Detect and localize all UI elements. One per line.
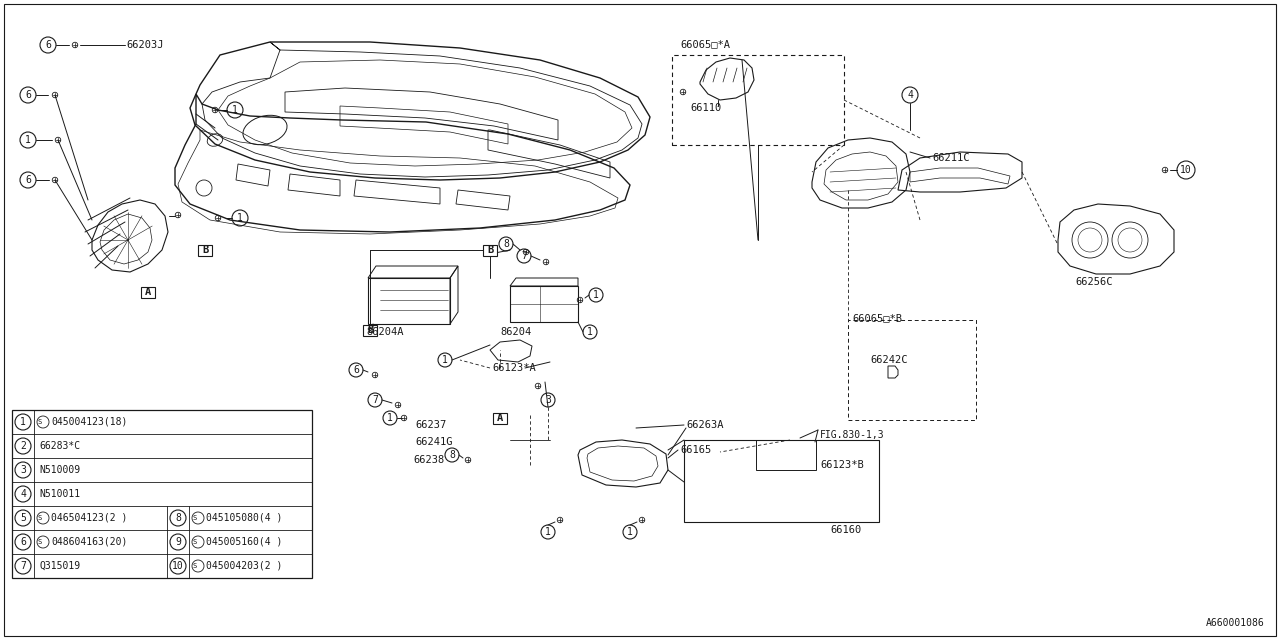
Text: 1: 1: [588, 327, 593, 337]
Text: 6: 6: [26, 90, 31, 100]
Text: 1: 1: [237, 213, 243, 223]
Text: S: S: [38, 539, 42, 545]
Bar: [684, 440, 879, 522]
Text: 4: 4: [908, 90, 913, 100]
Text: A660001086: A660001086: [1206, 618, 1265, 628]
Text: 6: 6: [20, 537, 26, 547]
Text: 66211C: 66211C: [932, 153, 969, 163]
Text: 4: 4: [20, 489, 26, 499]
Text: 6: 6: [353, 365, 358, 375]
Text: N510009: N510009: [38, 465, 81, 475]
Text: 86204A: 86204A: [366, 327, 403, 337]
Text: 1: 1: [20, 417, 26, 427]
Text: 7: 7: [20, 561, 26, 571]
Text: 66160: 66160: [829, 525, 861, 535]
Text: S: S: [193, 515, 197, 521]
Text: 8: 8: [449, 450, 454, 460]
Text: 5: 5: [20, 513, 26, 523]
Text: 1: 1: [593, 290, 599, 300]
Text: 9: 9: [175, 537, 180, 547]
Bar: [141, 287, 155, 298]
Text: S: S: [38, 515, 42, 521]
Text: 1: 1: [442, 355, 448, 365]
Text: 66237: 66237: [415, 420, 447, 430]
Bar: [369, 278, 451, 324]
Text: 045004203(2 ): 045004203(2 ): [206, 561, 283, 571]
Text: FIG.830-1,3: FIG.830-1,3: [820, 430, 884, 440]
Text: 8: 8: [503, 239, 509, 249]
Text: 66283*C: 66283*C: [38, 441, 81, 451]
Text: 1: 1: [387, 413, 393, 423]
Bar: [509, 286, 579, 322]
Text: 045005160(4 ): 045005160(4 ): [206, 537, 283, 547]
Text: S: S: [38, 419, 42, 425]
Text: 66110: 66110: [690, 103, 721, 113]
Text: 045004123(18): 045004123(18): [51, 417, 128, 427]
Text: 66065□*A: 66065□*A: [680, 39, 730, 49]
Text: 66256C: 66256C: [1075, 277, 1112, 287]
Text: 1: 1: [545, 527, 550, 537]
Text: B: B: [486, 245, 493, 255]
Text: S: S: [193, 539, 197, 545]
Text: 66241G: 66241G: [415, 437, 453, 447]
Text: 045105080(4 ): 045105080(4 ): [206, 513, 283, 523]
Text: 10: 10: [172, 561, 184, 571]
Bar: [364, 324, 378, 335]
Text: 046504123(2 ): 046504123(2 ): [51, 513, 128, 523]
Text: 6: 6: [45, 40, 51, 50]
Text: 7: 7: [521, 251, 527, 261]
Text: 3: 3: [545, 395, 550, 405]
Text: 66123*B: 66123*B: [820, 460, 864, 470]
Bar: [493, 413, 507, 424]
Text: B: B: [202, 245, 209, 255]
Text: 8: 8: [175, 513, 180, 523]
Text: 7: 7: [372, 395, 378, 405]
Text: 10: 10: [1180, 165, 1192, 175]
Text: 66123*A: 66123*A: [492, 363, 536, 373]
Text: 66263A: 66263A: [686, 420, 723, 430]
Text: B: B: [367, 325, 374, 335]
Text: 3: 3: [20, 465, 26, 475]
Text: 86204: 86204: [500, 327, 531, 337]
Text: 048604163(20): 048604163(20): [51, 537, 128, 547]
Text: 66203J: 66203J: [125, 40, 164, 50]
Text: 6: 6: [26, 175, 31, 185]
Text: 66238: 66238: [413, 455, 444, 465]
Bar: [12, 410, 312, 578]
Text: 1: 1: [232, 105, 238, 115]
Bar: [756, 440, 817, 470]
Bar: [849, 320, 977, 420]
Text: A: A: [145, 287, 151, 297]
Text: 66065□*B: 66065□*B: [852, 313, 902, 323]
Bar: [483, 244, 497, 255]
Text: 66165: 66165: [680, 445, 712, 455]
Text: N510011: N510011: [38, 489, 81, 499]
Text: 2: 2: [20, 441, 26, 451]
Text: S: S: [193, 563, 197, 569]
Bar: [198, 244, 212, 255]
Text: 1: 1: [627, 527, 632, 537]
Text: Q315019: Q315019: [38, 561, 81, 571]
Text: A: A: [497, 413, 503, 423]
Bar: [672, 55, 844, 145]
Text: 66242C: 66242C: [870, 355, 908, 365]
Text: 1: 1: [26, 135, 31, 145]
